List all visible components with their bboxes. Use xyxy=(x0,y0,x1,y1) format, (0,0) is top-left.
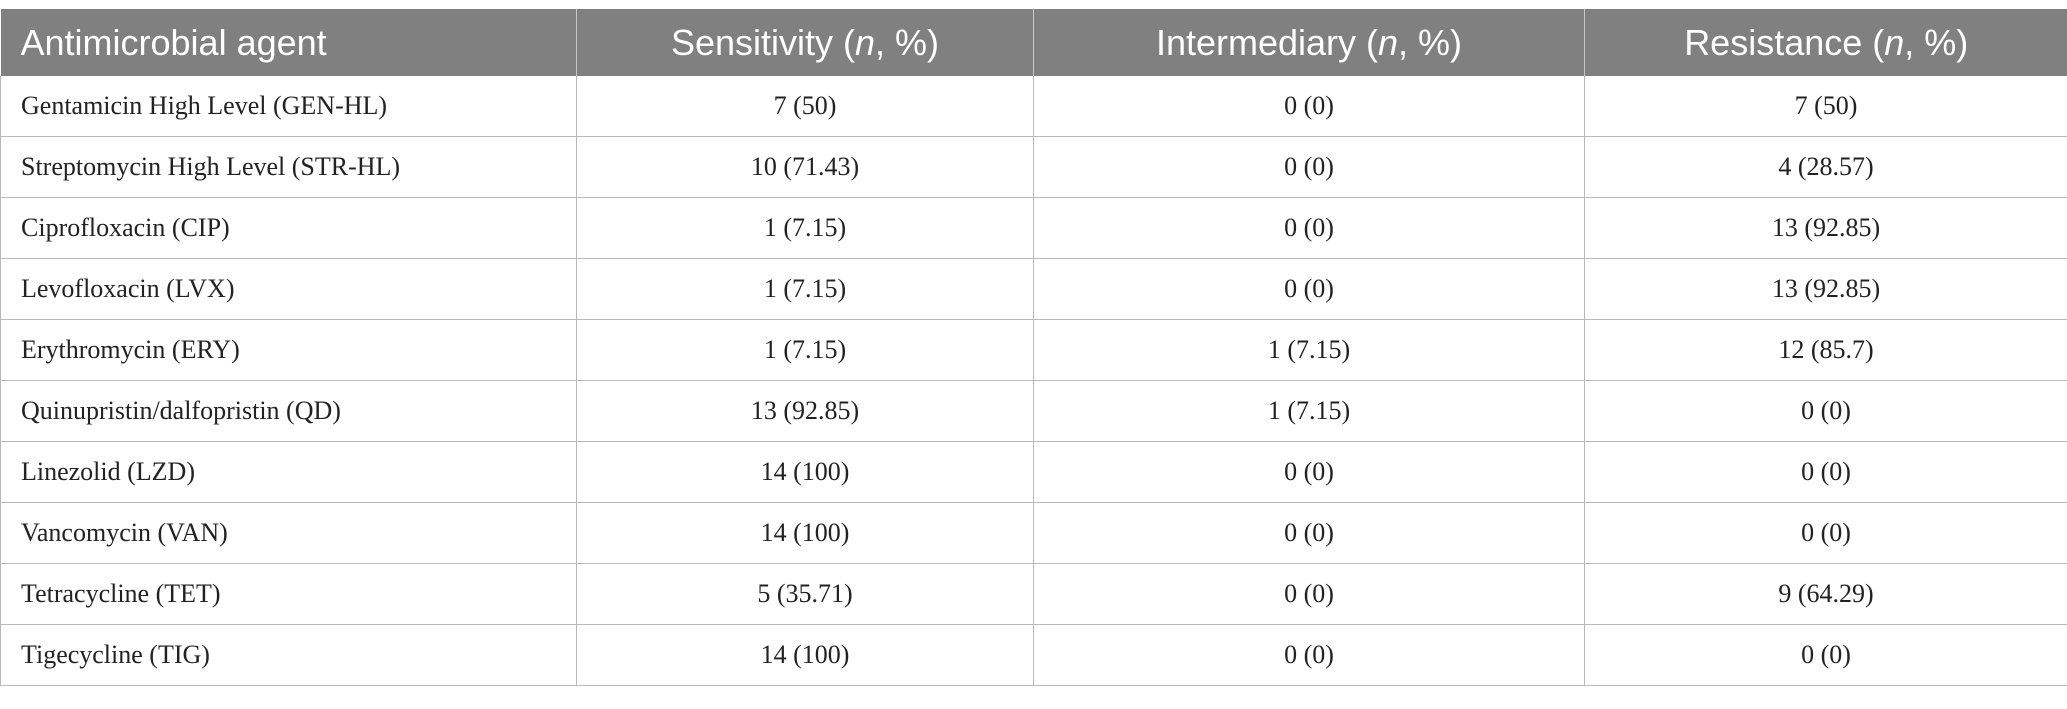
intermediary-cell: 1 (7.15) xyxy=(1033,319,1585,381)
resistance-cell: 13 (92.85) xyxy=(1584,197,2067,259)
table-body: Gentamicin High Level (GEN-HL) 7 (50) 0 … xyxy=(0,76,2067,686)
table-row: Tetracycline (TET) 5 (35.71) 0 (0) 9 (64… xyxy=(0,563,2067,625)
table-row: Tigecycline (TIG) 14 (100) 0 (0) 0 (0) xyxy=(0,624,2067,686)
resistance-cell: 0 (0) xyxy=(1584,624,2067,686)
agent-cell: Linezolid (LZD) xyxy=(0,441,577,503)
table-row: Gentamicin High Level (GEN-HL) 7 (50) 0 … xyxy=(0,76,2067,137)
agent-cell: Ciprofloxacin (CIP) xyxy=(0,197,577,259)
resistance-cell: 4 (28.57) xyxy=(1584,136,2067,198)
agent-cell: Tigecycline (TIG) xyxy=(0,624,577,686)
sensitivity-cell: 14 (100) xyxy=(576,624,1034,686)
resistance-cell: 7 (50) xyxy=(1584,76,2067,137)
antimicrobial-susceptibility-table: Antimicrobial agent Sensitivity (n, %) I… xyxy=(0,9,2067,686)
intermediary-cell: 0 (0) xyxy=(1033,136,1585,198)
table-row: Quinupristin/dalfopristin (QD) 13 (92.85… xyxy=(0,380,2067,442)
resistance-cell: 0 (0) xyxy=(1584,380,2067,442)
resistance-cell: 13 (92.85) xyxy=(1584,258,2067,320)
intermediary-cell: 0 (0) xyxy=(1033,502,1585,564)
header-resistance: Resistance (n, %) xyxy=(1584,9,2067,76)
intermediary-cell: 0 (0) xyxy=(1033,258,1585,320)
table-header: Antimicrobial agent Sensitivity (n, %) I… xyxy=(0,9,2067,76)
table-row: Levofloxacin (LVX) 1 (7.15) 0 (0) 13 (92… xyxy=(0,258,2067,320)
intermediary-cell: 0 (0) xyxy=(1033,76,1585,137)
table-row: Linezolid (LZD) 14 (100) 0 (0) 0 (0) xyxy=(0,441,2067,503)
resistance-cell: 9 (64.29) xyxy=(1584,563,2067,625)
intermediary-cell: 0 (0) xyxy=(1033,624,1585,686)
header-row: Antimicrobial agent Sensitivity (n, %) I… xyxy=(0,9,2067,76)
intermediary-cell: 0 (0) xyxy=(1033,197,1585,259)
sensitivity-cell: 13 (92.85) xyxy=(576,380,1034,442)
table-row: Ciprofloxacin (CIP) 1 (7.15) 0 (0) 13 (9… xyxy=(0,197,2067,259)
header-antimicrobial-agent: Antimicrobial agent xyxy=(0,9,577,76)
sensitivity-cell: 14 (100) xyxy=(576,502,1034,564)
agent-cell: Levofloxacin (LVX) xyxy=(0,258,577,320)
header-sensitivity: Sensitivity (n, %) xyxy=(576,9,1034,76)
sensitivity-cell: 5 (35.71) xyxy=(576,563,1034,625)
sensitivity-cell: 14 (100) xyxy=(576,441,1034,503)
table-row: Vancomycin (VAN) 14 (100) 0 (0) 0 (0) xyxy=(0,502,2067,564)
resistance-cell: 12 (85.7) xyxy=(1584,319,2067,381)
sensitivity-cell: 1 (7.15) xyxy=(576,319,1034,381)
intermediary-cell: 1 (7.15) xyxy=(1033,380,1585,442)
agent-cell: Vancomycin (VAN) xyxy=(0,502,577,564)
table-row: Streptomycin High Level (STR-HL) 10 (71.… xyxy=(0,136,2067,198)
agent-cell: Quinupristin/dalfopristin (QD) xyxy=(0,380,577,442)
resistance-cell: 0 (0) xyxy=(1584,441,2067,503)
intermediary-cell: 0 (0) xyxy=(1033,563,1585,625)
agent-cell: Tetracycline (TET) xyxy=(0,563,577,625)
table-row: Erythromycin (ERY) 1 (7.15) 1 (7.15) 12 … xyxy=(0,319,2067,381)
agent-cell: Erythromycin (ERY) xyxy=(0,319,577,381)
sensitivity-cell: 1 (7.15) xyxy=(576,258,1034,320)
agent-cell: Gentamicin High Level (GEN-HL) xyxy=(0,76,577,137)
intermediary-cell: 0 (0) xyxy=(1033,441,1585,503)
agent-cell: Streptomycin High Level (STR-HL) xyxy=(0,136,577,198)
resistance-cell: 0 (0) xyxy=(1584,502,2067,564)
sensitivity-cell: 7 (50) xyxy=(576,76,1034,137)
sensitivity-cell: 1 (7.15) xyxy=(576,197,1034,259)
header-intermediary: Intermediary (n, %) xyxy=(1033,9,1585,76)
antimicrobial-table-container: Antimicrobial agent Sensitivity (n, %) I… xyxy=(0,9,2067,686)
sensitivity-cell: 10 (71.43) xyxy=(576,136,1034,198)
